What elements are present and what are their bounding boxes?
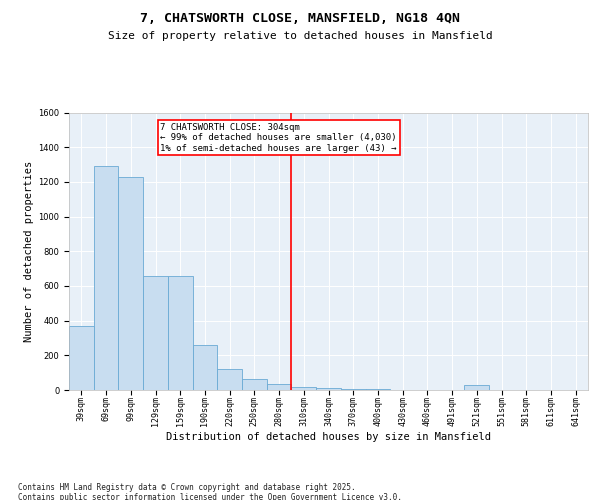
- Bar: [242, 378, 267, 390]
- Bar: [217, 369, 242, 390]
- Bar: [168, 276, 193, 390]
- Bar: [69, 326, 94, 390]
- Bar: [118, 176, 143, 390]
- Text: Contains HM Land Registry data © Crown copyright and database right 2025.
Contai: Contains HM Land Registry data © Crown c…: [18, 482, 402, 500]
- Bar: [365, 389, 390, 390]
- Bar: [316, 388, 341, 390]
- Text: 7, CHATSWORTH CLOSE, MANSFIELD, NG18 4QN: 7, CHATSWORTH CLOSE, MANSFIELD, NG18 4QN: [140, 12, 460, 26]
- Bar: [94, 166, 118, 390]
- Bar: [193, 345, 217, 390]
- X-axis label: Distribution of detached houses by size in Mansfield: Distribution of detached houses by size …: [166, 432, 491, 442]
- Text: 7 CHATSWORTH CLOSE: 304sqm
← 99% of detached houses are smaller (4,030)
1% of se: 7 CHATSWORTH CLOSE: 304sqm ← 99% of deta…: [160, 123, 397, 152]
- Text: Size of property relative to detached houses in Mansfield: Size of property relative to detached ho…: [107, 31, 493, 41]
- Y-axis label: Number of detached properties: Number of detached properties: [24, 160, 34, 342]
- Bar: [464, 385, 489, 390]
- Bar: [292, 386, 316, 390]
- Bar: [143, 276, 168, 390]
- Bar: [267, 384, 292, 390]
- Bar: [341, 389, 365, 390]
